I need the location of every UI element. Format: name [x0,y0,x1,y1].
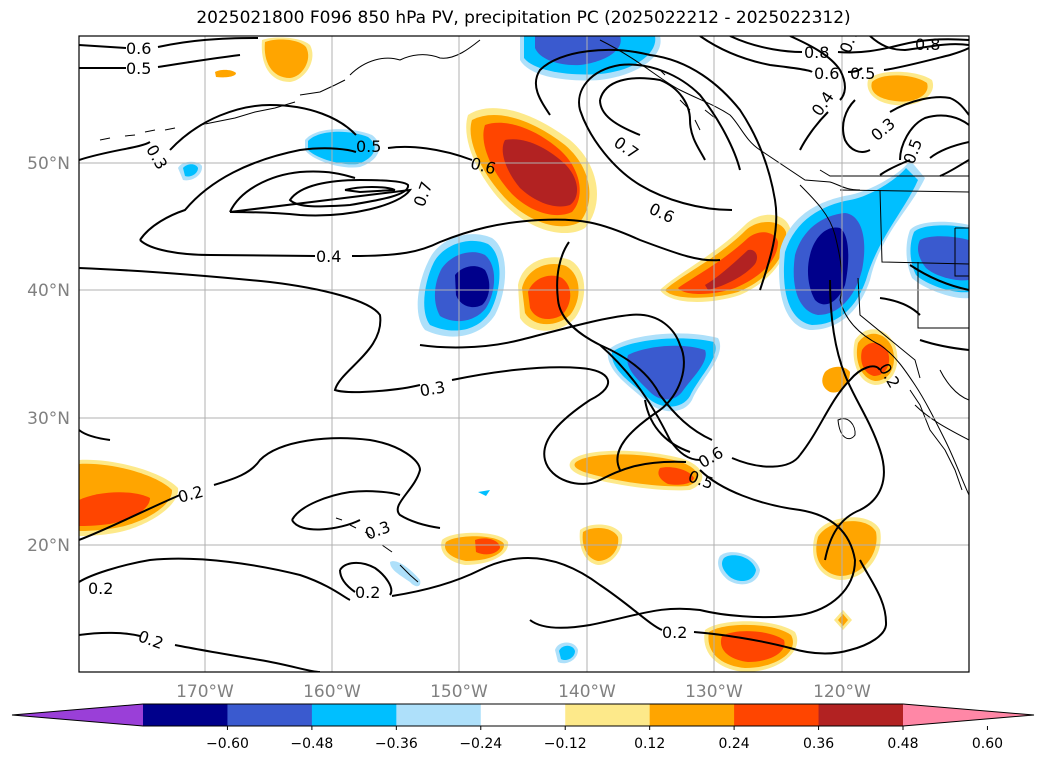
colorbar-tick-label: 0.48 [887,736,918,752]
precipitation-shading [79,36,969,672]
lat-label-20n: 20°N [27,536,70,556]
lat-label-50n: 50°N [27,154,70,174]
pv-contours [79,36,969,672]
colorbar-tick-label: 0.12 [634,736,665,752]
lat-label-30n: 30°N [27,409,70,429]
contour-label: 0.6 [126,39,151,58]
precip-negative-133w [607,333,721,412]
precip-positive-128w-south [704,621,798,672]
colorbar-tick-label: −0.12 [544,736,587,752]
contour-label: 0.3 [418,377,446,400]
precip-positive-gulf [466,108,597,234]
colorbar-segment [565,704,651,726]
precip-positive-151w [441,532,509,565]
precip-positive-west-edge [79,459,179,536]
graticule [79,36,969,672]
precip-positive-120w-south [812,517,881,580]
contour-label: 0.4 [316,247,341,266]
precip-negative-150w [417,234,506,337]
contour-label: 0.5 [356,137,381,156]
colorbar-segment [311,704,397,726]
colorbar-tick-label: 0.36 [803,736,834,752]
contour-label: 0.8 [915,35,940,54]
precip-positive-165w [261,37,313,82]
map-title: 2025021800 F096 850 hPa PV, precipitatio… [196,8,851,28]
contour-label: 0.8 [804,43,829,62]
precip-small-blue-hawaii [390,561,421,587]
lat-label-40n: 40°N [27,281,70,301]
lon-label-120w: 120°W [813,682,871,702]
colorbar-tick-label: −0.24 [459,736,502,752]
colorbar-segment [227,704,313,726]
lon-label-140w: 140°W [558,682,616,702]
colorbar-segment [649,704,735,726]
lon-label-150w: 150°W [430,682,488,702]
precip-small-orange-120w [822,366,850,393]
colorbar-tick-label: −0.48 [290,736,333,752]
colorbar-segment [818,704,904,726]
colorbar: −0.60 −0.48 −0.36 −0.24 −0.12 0.12 0.24 0.36 0.4… [11,703,1035,752]
colorbar-extend-low [12,704,143,726]
precip-positive-128w [660,214,791,302]
contour-label: 0.2 [662,623,687,642]
colorbar-tick-label: −0.60 [206,736,249,752]
precip-positive-ne [867,71,934,106]
precip-negative-interior [906,221,969,299]
colorbar-segment [734,704,820,726]
colorbar-segment [143,704,228,726]
precip-positive-mid [518,257,585,331]
contour-label: 0.5 [850,64,875,83]
longitude-labels: 170°W 160°W 150°W 140°W 130°W 120°W [176,682,871,702]
precip-small-orange [215,69,236,78]
contour-label: 0.6 [814,64,839,83]
colorbar-extend-high [903,704,1034,726]
colorbar-tick-label: −0.36 [375,736,418,752]
lon-label-160w: 160°W [303,682,361,702]
contour-label: 0.2 [88,579,113,598]
colorbar-tick-label: 0.60 [972,736,1003,752]
colorbar-tick-label: 0.24 [719,736,750,752]
colorbar-segment [480,704,566,726]
contour-label: 0.5 [126,59,151,78]
contour-label: 0.2 [355,583,380,602]
map-frame [78,35,970,673]
lon-label-170w: 170°W [176,682,234,702]
latitude-labels: 50°N 40°N 30°N 20°N [27,154,70,556]
colorbar-outline [11,703,1035,727]
coastlines [99,39,969,583]
lon-label-130w: 130°W [685,682,743,702]
colorbar-segment [396,704,482,726]
